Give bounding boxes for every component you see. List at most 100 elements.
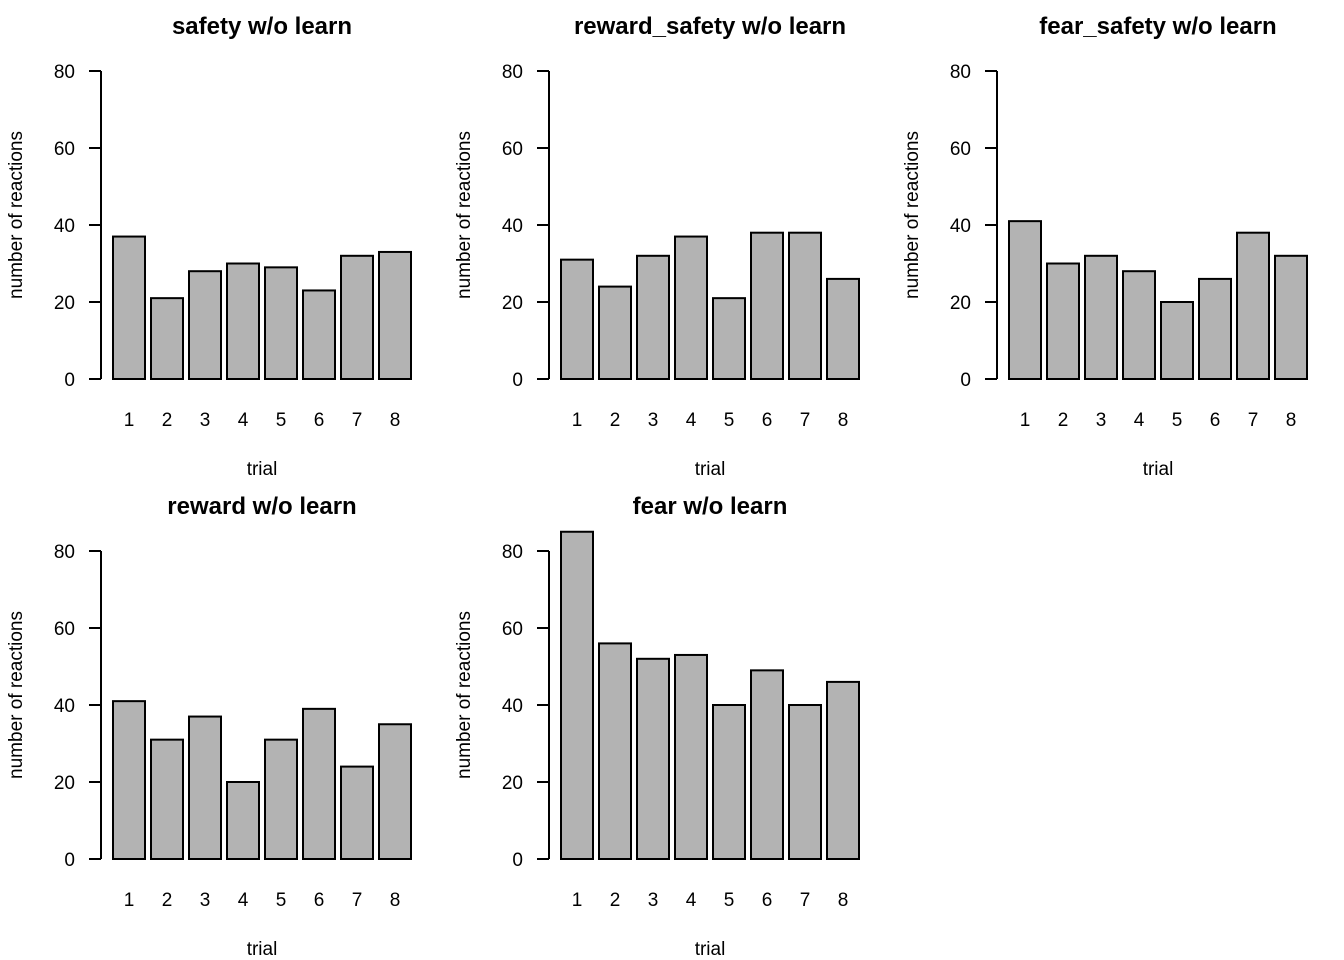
bar-trial-1 xyxy=(560,530,594,860)
x-tick-label: 7 xyxy=(800,890,811,911)
bar-trial-7 xyxy=(788,231,822,380)
bar-trial-4 xyxy=(674,653,708,861)
y-tick-label: 20 xyxy=(950,293,971,314)
x-tick-label: 1 xyxy=(1020,410,1031,431)
bar-trial-1 xyxy=(112,700,146,861)
x-tick-label: 2 xyxy=(162,890,173,911)
bar-trial-6 xyxy=(1198,277,1232,380)
chart-title: reward_safety w/o learn xyxy=(574,13,846,40)
bar-trial-1 xyxy=(112,235,146,380)
bar-trial-6 xyxy=(750,231,784,380)
bar-trial-8 xyxy=(1274,254,1308,380)
bar-trial-6 xyxy=(302,289,336,381)
bar-trial-2 xyxy=(150,297,184,380)
x-axis-label: trial xyxy=(1143,459,1174,480)
x-tick-label: 8 xyxy=(390,410,401,431)
y-axis-label: number of reactions xyxy=(902,131,923,299)
y-tick-label: 0 xyxy=(64,370,75,391)
bar-trial-4 xyxy=(674,235,708,380)
bar-trial-8 xyxy=(378,723,412,860)
bar-trial-2 xyxy=(1046,262,1080,380)
x-tick-label: 2 xyxy=(162,410,173,431)
x-tick-label: 1 xyxy=(572,410,583,431)
x-tick-label: 4 xyxy=(238,890,249,911)
x-tick-label: 1 xyxy=(124,410,135,431)
chart-title: fear_safety w/o learn xyxy=(1039,13,1276,40)
chart-panel-5: fear w/o learn 0 20 40 60 80 1 2 3 4 5 6 7 8 trial numb… xyxy=(454,493,860,960)
y-tick-label: 20 xyxy=(502,773,523,794)
y-tick-label: 0 xyxy=(512,850,523,871)
bar-trial-5 xyxy=(264,266,298,381)
y-tick-label: 40 xyxy=(54,696,75,717)
y-tick-label: 20 xyxy=(54,773,75,794)
chart-title: fear w/o learn xyxy=(633,493,788,520)
x-axis-label: trial xyxy=(695,939,726,960)
y-tick-label: 80 xyxy=(54,62,75,83)
bar-trial-8 xyxy=(826,680,860,861)
y-tick-label: 40 xyxy=(950,216,971,237)
y-tick-label: 40 xyxy=(54,216,75,237)
y-tick-label: 0 xyxy=(960,370,971,391)
x-tick-label: 3 xyxy=(1096,410,1107,431)
bar-trial-8 xyxy=(826,277,860,380)
y-tick-label: 40 xyxy=(502,216,523,237)
x-tick-label: 8 xyxy=(390,890,401,911)
bar-trial-4 xyxy=(226,781,260,860)
x-tick-label: 8 xyxy=(1286,410,1297,431)
y-axis-label: number of reactions xyxy=(454,131,475,299)
x-tick-label: 6 xyxy=(314,890,325,911)
bar-trial-2 xyxy=(598,642,632,861)
x-tick-label: 3 xyxy=(200,410,211,431)
bar-trial-4 xyxy=(1122,270,1156,381)
y-tick-label: 80 xyxy=(950,62,971,83)
bar-trial-7 xyxy=(788,704,822,860)
bar-trial-3 xyxy=(188,270,222,381)
x-tick-label: 3 xyxy=(648,410,659,431)
x-tick-label: 7 xyxy=(1248,410,1259,431)
bar-trial-5 xyxy=(264,738,298,861)
bar-trial-5 xyxy=(712,704,746,860)
bar-trial-7 xyxy=(1236,231,1270,380)
x-tick-label: 4 xyxy=(1134,410,1145,431)
bar-trial-4 xyxy=(226,262,260,380)
chart-panel-2: reward_safety w/o learn 0 20 40 60 80 1 2 3 4 5 6 7 8… xyxy=(454,13,860,480)
x-tick-label: 4 xyxy=(686,890,697,911)
bar-trial-5 xyxy=(1160,301,1194,380)
y-tick-label: 20 xyxy=(54,293,75,314)
x-tick-label: 3 xyxy=(648,890,659,911)
bar-trial-6 xyxy=(750,669,784,860)
y-tick-label: 60 xyxy=(54,139,75,160)
x-tick-label: 4 xyxy=(238,410,249,431)
bar-trial-1 xyxy=(560,258,594,380)
x-tick-label: 5 xyxy=(1172,410,1183,431)
chart-title: safety w/o learn xyxy=(172,13,352,40)
x-tick-label: 8 xyxy=(838,890,849,911)
chart-panel-4: reward w/o learn 0 20 40 60 80 1 2 3 4 5 6 7 8 trial nu… xyxy=(6,493,412,960)
x-tick-label: 1 xyxy=(572,890,583,911)
x-tick-label: 6 xyxy=(1210,410,1221,431)
y-tick-label: 60 xyxy=(950,139,971,160)
x-tick-label: 6 xyxy=(762,410,773,431)
x-tick-label: 4 xyxy=(686,410,697,431)
x-tick-label: 5 xyxy=(724,410,735,431)
y-axis-label: number of reactions xyxy=(6,611,27,779)
chart-panel-1: safety w/o learn 0 20 40 60 80 1 2 3 4 5 6 7 8 trial nu… xyxy=(6,13,412,480)
chart-title: reward w/o learn xyxy=(167,493,356,520)
y-axis-label: number of reactions xyxy=(6,131,27,299)
bar-trial-1 xyxy=(1008,220,1042,380)
bar-trial-2 xyxy=(598,285,632,381)
x-tick-label: 5 xyxy=(276,410,287,431)
y-tick-label: 20 xyxy=(502,293,523,314)
bar-trial-7 xyxy=(340,254,374,380)
x-tick-label: 6 xyxy=(762,890,773,911)
x-axis-label: trial xyxy=(695,459,726,480)
x-tick-label: 2 xyxy=(610,410,621,431)
x-tick-label: 2 xyxy=(610,890,621,911)
y-tick-label: 80 xyxy=(502,62,523,83)
bar-trial-5 xyxy=(712,297,746,380)
x-tick-label: 1 xyxy=(124,890,135,911)
x-tick-label: 3 xyxy=(200,890,211,911)
bar-trial-7 xyxy=(340,765,374,860)
y-tick-label: 0 xyxy=(512,370,523,391)
